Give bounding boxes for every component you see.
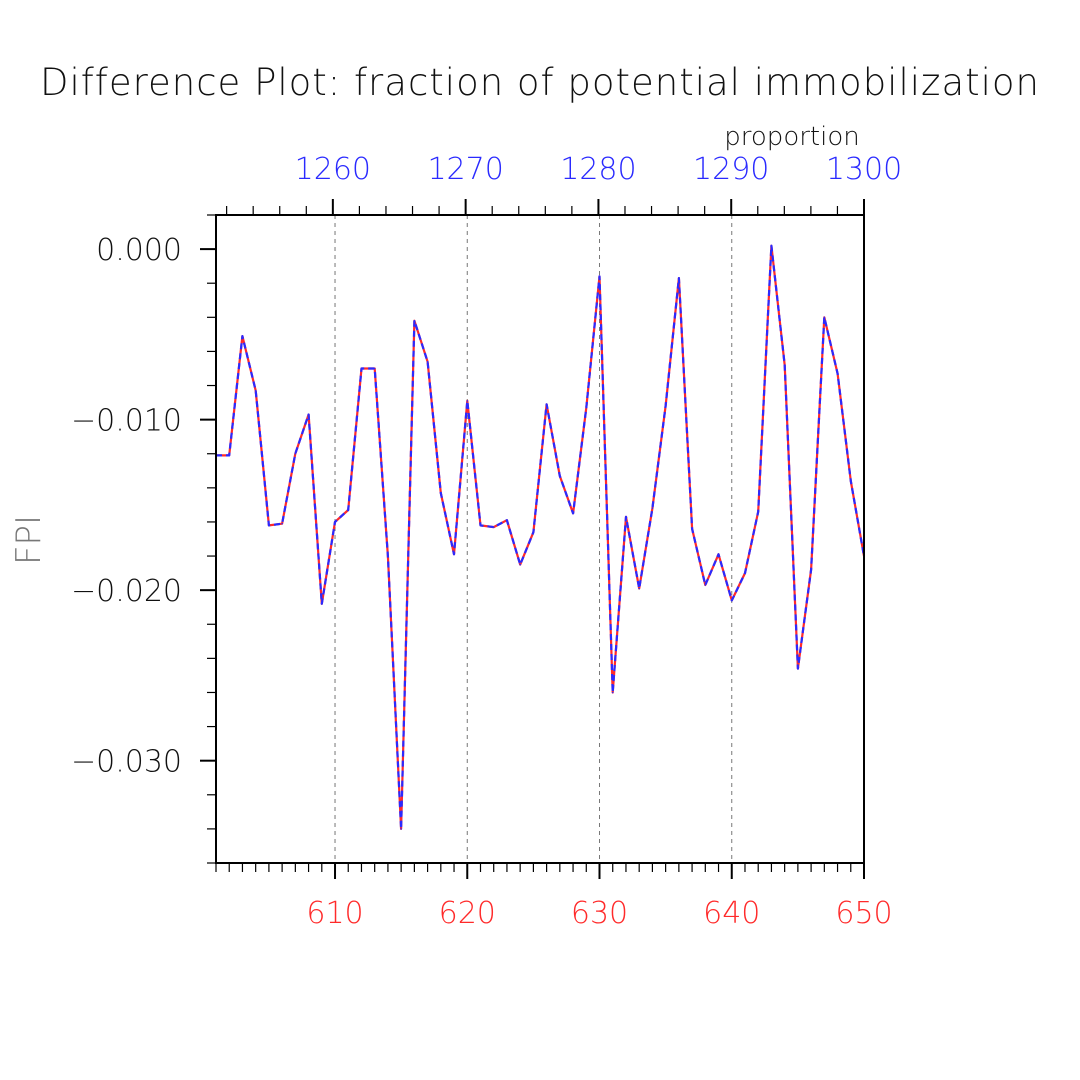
- x-tick-label: 640: [703, 896, 760, 931]
- data-point: [598, 275, 601, 278]
- data-point: [506, 519, 508, 521]
- data-point: [294, 452, 297, 455]
- x-tick-label: 610: [306, 896, 363, 931]
- data-point: [347, 509, 350, 511]
- data-point: [572, 512, 574, 515]
- data-point: [611, 691, 614, 694]
- series-layer: [215, 244, 866, 831]
- data-point: [281, 522, 283, 525]
- data-point: [585, 406, 588, 409]
- data-point: [228, 454, 230, 457]
- data-point: [519, 563, 521, 566]
- plot-frame: [215, 214, 865, 864]
- x-tick-label: 620: [439, 896, 496, 931]
- data-point: [466, 400, 469, 402]
- data-point: [678, 277, 680, 279]
- data-point: [440, 492, 442, 494]
- data-point: [559, 475, 561, 477]
- data-point: [783, 364, 786, 366]
- y-axis-label: FPI: [9, 515, 49, 565]
- labels-layer: 610 620 630 640 650 1260 1270 1280 1290 1300 0.000…: [71, 152, 902, 931]
- data-point: [717, 553, 720, 556]
- data-point: [532, 531, 535, 533]
- top-axis-label: proportion: [724, 122, 859, 152]
- top-tick-label: 1280: [560, 152, 636, 187]
- data-point: [387, 555, 389, 557]
- y-tick-label: −0.010: [71, 404, 182, 439]
- data-point: [625, 516, 627, 518]
- axes-layer: [200, 199, 865, 879]
- top-tick-label: 1270: [427, 152, 503, 187]
- data-point: [836, 372, 839, 375]
- data-point: [268, 524, 270, 527]
- data-point: [373, 367, 376, 370]
- top-tick-label: 1300: [826, 152, 902, 187]
- data-point: [651, 507, 654, 510]
- data-point: [479, 524, 482, 527]
- data-point: [664, 405, 667, 407]
- data-point: [360, 367, 363, 370]
- data-point: [744, 572, 746, 574]
- data-point: [704, 584, 707, 586]
- data-point: [307, 413, 310, 416]
- y-tick-label: 0.000: [96, 233, 182, 268]
- data-point: [426, 360, 429, 363]
- y-tick-label: −0.030: [71, 745, 182, 780]
- data-point: [254, 389, 257, 392]
- data-point: [691, 528, 693, 530]
- data-point: [850, 480, 852, 482]
- data-point: [453, 553, 455, 556]
- data-point: [638, 587, 640, 590]
- x-tick-label: 650: [835, 896, 892, 931]
- top-tick-label: 1290: [693, 152, 769, 187]
- data-point: [823, 316, 826, 319]
- y-tick-label: −0.020: [71, 574, 182, 609]
- data-point: [545, 403, 548, 406]
- data-point: [241, 335, 244, 337]
- top-tick-label: 1260: [295, 152, 371, 187]
- series-line-overlay: [216, 244, 866, 831]
- chart-title: Difference Plot: fraction of potential i…: [40, 61, 1040, 104]
- data-point: [770, 244, 773, 247]
- data-point: [334, 521, 336, 523]
- data-point: [731, 599, 733, 602]
- data-point: [413, 319, 416, 322]
- data-point: [492, 526, 495, 528]
- grid-layer: [334, 215, 733, 863]
- data-point: [810, 568, 812, 571]
- data-point: [321, 603, 323, 605]
- data-point: [757, 510, 759, 513]
- data-point: [797, 667, 799, 670]
- data-point: [400, 828, 402, 830]
- x-tick-label: 630: [571, 896, 628, 931]
